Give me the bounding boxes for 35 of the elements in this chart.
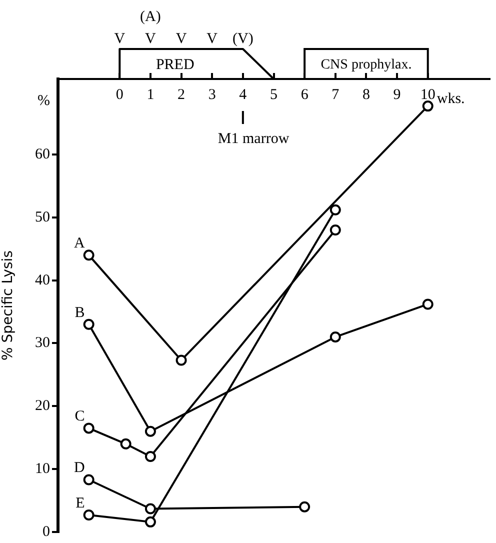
x-tick-label: 7: [332, 86, 340, 103]
y-tick-label: 10: [35, 461, 50, 478]
ref-line-label: M1 marrow: [218, 130, 290, 147]
y-tick-label: 30: [35, 335, 50, 352]
text: V: [114, 30, 126, 47]
text: (V): [232, 30, 254, 47]
x-tick-label: 1: [146, 86, 154, 103]
x-tick-label: 2: [178, 86, 186, 103]
y-tick-label: 50: [35, 209, 50, 226]
text: PRED: [156, 56, 194, 73]
series-label: E: [76, 495, 85, 512]
x-tick-label: 10: [420, 86, 436, 103]
text: CNS prophylax.: [320, 58, 412, 73]
x-axis-title: wks.: [436, 90, 465, 107]
series-label: A: [74, 236, 85, 252]
text: %: [38, 92, 50, 109]
x-tick-label: 6: [300, 86, 309, 103]
text: V: [206, 30, 218, 47]
series-label: C: [74, 408, 85, 425]
x-tick-label: 5: [270, 86, 278, 103]
x-tick-label: 9: [393, 86, 401, 103]
text: V: [176, 30, 187, 47]
y-axis-title: % Specific Lysis: [0, 250, 16, 360]
x-tick-label: 8: [362, 86, 370, 103]
y-tick-label: 20: [35, 398, 50, 414]
text: (A): [140, 8, 161, 25]
y-tick-label: 60: [35, 146, 50, 162]
series-label: D: [74, 460, 85, 476]
x-tick-label: 3: [208, 86, 216, 103]
y-tick-label: 40: [35, 272, 50, 288]
y-tick-label: 0: [42, 524, 50, 540]
x-tick-label: 0: [116, 86, 124, 103]
text: V: [145, 30, 156, 47]
series-label: B: [74, 304, 85, 321]
x-tick-label: 4: [239, 86, 248, 103]
